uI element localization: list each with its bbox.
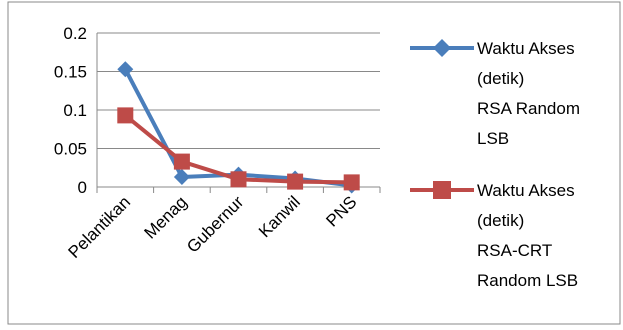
series-2	[117, 107, 360, 191]
chart-frame	[7, 1, 621, 325]
legend-label-line: Random LSB	[477, 271, 578, 290]
legend-marker	[433, 181, 451, 199]
y-tick-label: 0.2	[63, 24, 87, 43]
data-point	[173, 153, 190, 170]
legend-label-line: (detik)	[477, 69, 524, 88]
data-point	[343, 174, 360, 191]
y-tick-label: 0.1	[63, 101, 87, 120]
legend-marker	[433, 39, 451, 57]
series-layer	[117, 61, 360, 194]
legend-label-line: (detik)	[477, 211, 524, 230]
legend-label-line: RSA-CRT	[477, 241, 552, 260]
data-point	[117, 61, 134, 78]
legend-label-line: RSA Random	[477, 99, 580, 118]
gridlines	[97, 32, 380, 149]
data-point	[173, 168, 190, 185]
data-point	[117, 107, 134, 124]
data-point	[287, 173, 304, 190]
legend-label-line: Waktu Akses	[477, 39, 575, 58]
y-tick-label: 0.05	[54, 140, 87, 159]
legend-label-line: Waktu Akses	[477, 181, 575, 200]
y-tick-label: 0.15	[54, 63, 87, 82]
y-tick-label: 0	[78, 178, 87, 197]
legend-label-line: LSB	[477, 129, 509, 148]
legend-entry-2: Waktu Akses (detik) RSA-CRT Random LSB	[410, 181, 578, 290]
y-axis: 0 0.05 0.1 0.15 0.2	[54, 24, 98, 197]
legend-entry-1: Waktu Akses (detik) RSA Random LSB	[410, 39, 580, 148]
data-point	[230, 171, 247, 188]
